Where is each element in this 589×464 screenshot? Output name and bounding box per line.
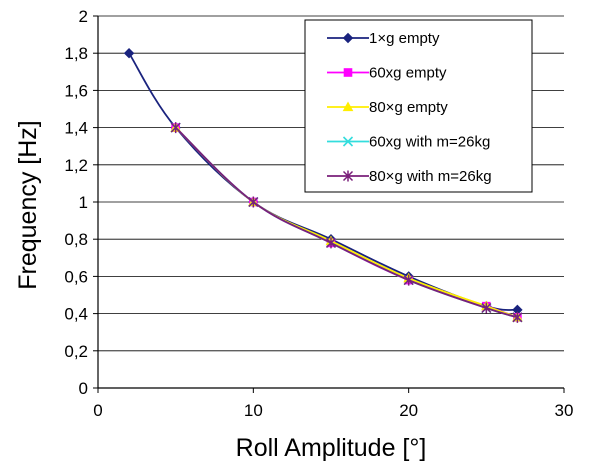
y-tick-label: 2 <box>79 7 88 26</box>
y-tick-label: 1 <box>79 193 88 212</box>
data-point <box>170 122 181 134</box>
y-tick-label: 1,6 <box>64 81 88 100</box>
legend-label: 80×g with m=26kg <box>369 168 492 185</box>
data-point <box>403 274 414 286</box>
legend-item: 1×g empty <box>327 30 440 47</box>
legend-label: 60xg empty <box>369 65 447 82</box>
y-tick-label: 0,2 <box>64 342 88 361</box>
y-tick-label: 1,2 <box>64 156 88 175</box>
legend-swatch-marker <box>342 170 354 182</box>
legend-label: 80×g empty <box>369 99 448 116</box>
y-tick-label: 1,4 <box>64 119 88 138</box>
x-tick-label: 0 <box>93 401 102 420</box>
y-tick-label: 0,8 <box>64 230 88 249</box>
x-tick-label: 10 <box>244 401 263 420</box>
legend-label: 60xg with m=26kg <box>369 134 490 151</box>
x-axis-title: Roll Amplitude [°] <box>236 434 427 462</box>
data-point <box>248 196 259 208</box>
legend-swatch-marker <box>342 101 354 112</box>
legend: 1×g empty 60xg empty 80×g empty 60xg with m… <box>304 19 533 193</box>
tick-labels: 00,20,40,60,811,21,41,61,820 10 20 30 <box>64 7 573 420</box>
data-point <box>481 302 492 314</box>
legend-item: 60xg empty <box>327 65 447 82</box>
legend-item: 80×g with m=26kg <box>327 168 492 185</box>
legend-label: 1×g empty <box>369 30 440 47</box>
data-point <box>325 237 337 249</box>
legend-box <box>304 19 533 193</box>
series-group <box>123 47 523 323</box>
y-tick-label: 0 <box>79 379 88 398</box>
y-tick-label: 1,8 <box>64 44 88 63</box>
legend-item: 80×g empty <box>327 99 448 116</box>
legend-swatch-marker <box>342 32 354 44</box>
series-5 <box>170 122 523 323</box>
data-point <box>123 47 135 59</box>
y-tick-label: 0,6 <box>64 267 88 286</box>
x-tick-label: 20 <box>399 401 418 420</box>
data-point <box>512 311 523 323</box>
y-axis-title: Frequency [Hz] <box>14 120 42 290</box>
y-tick-label: 0,4 <box>64 305 88 324</box>
legend-item: 60xg with m=26kg <box>327 134 490 151</box>
x-tick-label: 30 <box>555 401 574 420</box>
legend-swatch-marker <box>343 68 353 77</box>
legend-swatch-marker <box>342 136 354 147</box>
